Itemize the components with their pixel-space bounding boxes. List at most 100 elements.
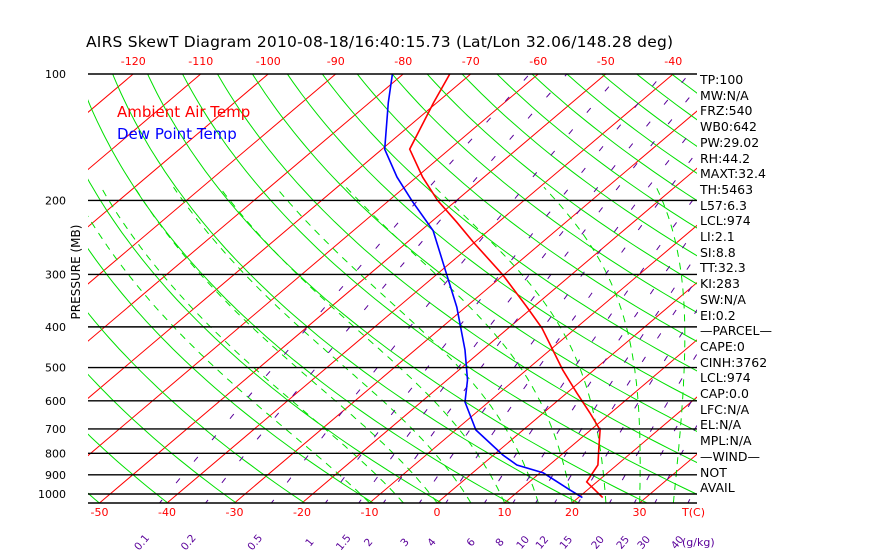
top-temp-tick-label: -90 [327,55,345,68]
bottom-temp-tick-label: 0 [434,506,441,519]
dry-adiabat-line [356,74,697,343]
bottom-temp-tick-label: -20 [293,506,311,519]
moist-adiabat-line [434,186,607,503]
dry-adiabat-line [147,74,649,503]
isotherm-line [166,74,674,503]
mixing-ratio-tick-label: 25 [614,534,632,552]
mixing-ratio-tick-label: 6 [464,536,478,549]
pressure-tick-label: 800 [45,447,66,460]
moist-adiabat-line [173,186,472,503]
mixing-ratio-tick-label: 0.2 [179,532,199,553]
top-temp-tick-label: -100 [256,55,281,68]
top-temp-tick-label: -120 [121,55,146,68]
mixing-ratio-tick-label: 3 [398,536,411,549]
index-item: LI:2.1 [700,229,735,244]
mixing-ratio-line [553,277,697,503]
pressure-tick-label: 300 [45,268,66,281]
dry-adiabat-line [670,74,697,94]
dry-adiabat-line [88,312,306,503]
moist-adiabat-line [134,186,438,503]
dry-adiabat-line [88,492,101,503]
isotherm-line [503,339,697,503]
index-item: TT:32.3 [700,260,746,276]
index-item: LFC:N/A [700,401,750,417]
top-temp-tick-label: -60 [529,55,547,68]
mixing-ratio-tick-label: 8 [493,536,506,549]
mixing-ratio-tick-label: 0.5 [245,532,265,553]
mixing-ratio-line [445,151,697,503]
isotherm-line [88,74,269,228]
index-item: WB0:642 [700,119,757,135]
mixing-ratio-tick-label: 12 [533,534,551,552]
mixing-ratio-line [577,309,697,503]
dry-adiabat-line [496,74,697,229]
pressure-tick-label: 400 [45,321,66,334]
pressure-tick-label: 200 [45,194,66,207]
index-item: TP:100 [700,72,744,87]
pressure-tick-label: 100 [45,68,66,81]
bottom-temp-tick-label: 30 [633,506,647,519]
dry-adiabat-line [426,74,697,285]
isotherm-line [88,74,539,457]
pressure-tick-label: 500 [45,362,66,375]
index-item: NOT [700,464,727,480]
isotherm-line [88,74,404,342]
dry-adiabat-line [88,373,238,503]
mixing-ratio-line [608,353,697,503]
index-item: CINH:3762 [700,354,768,370]
index-item: CAPE:0 [700,338,745,354]
dry-adiabat-line [461,74,697,257]
mixing-ratio-line [324,74,664,503]
dry-adiabat-line [391,74,697,314]
mixing-ratio-line [654,424,697,503]
legend-entry: Ambient Air Temp [117,103,250,121]
index-item: AVAIL [700,480,735,496]
index-item: SI:8.8 [700,244,736,260]
index-item: FRZ:540 [700,103,753,119]
dewpoint-line [383,74,583,499]
index-item: TH:5463 [700,181,754,197]
chart-title: AIRS SkewT Diagram 2010-08-18/16:40:15.7… [86,33,674,51]
index-item: RH:44.2 [700,150,751,166]
dry-adiabat-line [216,74,697,464]
mixing-ratio-tick-label: 4 [425,536,439,549]
moist-adiabat-line [88,215,370,503]
pressure-tick-label: 600 [45,395,66,408]
dry-adiabat-line [531,74,697,202]
top-temp-tick-label: -40 [664,55,682,68]
bottom-temp-tick-label: -40 [158,506,176,519]
mixing-ratio-tick-label: 15 [557,534,575,552]
index-item: MAXT:32.4 [700,166,766,182]
dry-adiabat-line [181,74,697,495]
mixing-ratio-tick-label: 30 [635,534,653,552]
dry-adiabat-line [112,74,580,503]
top-temp-tick-label: -50 [597,55,615,68]
isotherm-line [233,110,697,503]
isotherm-line [773,65,870,505]
mixing-ratio-line [512,226,697,503]
index-item: CAP:0.0 [700,386,749,401]
bottom-temp-tick-label: 20 [565,506,579,519]
index-item: L57:6.3 [700,197,747,213]
isotherm-line [0,65,9,505]
index-item: —WIND— [700,448,761,464]
mixing-ratio-line [204,74,568,503]
dry-adiabat-line [88,99,512,503]
mixing-ratio-tick-label: 0.1 [132,532,152,553]
legend-entry: Dew Point Temp [117,125,237,143]
dry-adiabat-line [321,74,697,372]
mixing-ratio-tick-label: 2 [362,536,375,549]
mixing-ratio-tick-label: 10 [514,534,532,552]
x-axis-label: T(C) [681,506,705,519]
isotherm-line [0,65,77,505]
mixing-ratio-tick-label: 1 [303,536,316,549]
isotherm-line [88,74,202,171]
isotherm-line [571,396,697,503]
isotherm-line [88,74,472,399]
mixing-ratio-line [382,87,697,503]
moist-adiabat-line [543,186,641,503]
mixing-ratio-unit-label: (g/kg) [682,536,715,549]
dry-adiabat-line [286,74,697,402]
mixing-ratio-line [483,193,697,503]
